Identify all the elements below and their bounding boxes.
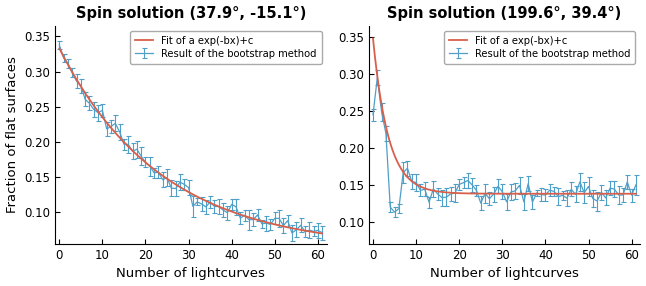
X-axis label: Number of lightcurves: Number of lightcurves (116, 267, 265, 281)
Y-axis label: Fraction of flat surfaces: Fraction of flat surfaces (6, 57, 19, 213)
Legend: Fit of a exp(-bx)+c, Result of the bootstrap method: Fit of a exp(-bx)+c, Result of the boots… (444, 31, 635, 64)
Fit of a exp(-bx)+c (141, 160, 149, 164)
Fit of a exp(-bx)+c (560, 192, 568, 195)
Fit of a exp(-bx)+c (247, 216, 255, 220)
Legend: Fit of a exp(-bx)+c, Result of the bootstrap method: Fit of a exp(-bx)+c, Result of the boots… (130, 31, 322, 64)
Fit of a exp(-bx)+c (369, 37, 377, 40)
X-axis label: Number of lightcurves: Number of lightcurves (430, 267, 579, 281)
Fit of a exp(-bx)+c (160, 174, 167, 178)
Fit of a exp(-bx)+c (245, 216, 253, 219)
Fit of a exp(-bx)+c (87, 100, 95, 103)
Line: Fit of a exp(-bx)+c: Fit of a exp(-bx)+c (59, 48, 322, 233)
Line: Fit of a exp(-bx)+c: Fit of a exp(-bx)+c (373, 38, 636, 194)
Fit of a exp(-bx)+c (474, 192, 481, 195)
Fit of a exp(-bx)+c (401, 172, 408, 176)
Fit of a exp(-bx)+c (221, 207, 229, 211)
Fit of a exp(-bx)+c (559, 192, 567, 195)
Fit of a exp(-bx)+c (318, 232, 326, 235)
Title: Spin solution (37.9°, -15.1°): Spin solution (37.9°, -15.1°) (76, 5, 306, 21)
Fit of a exp(-bx)+c (455, 191, 463, 195)
Fit of a exp(-bx)+c (534, 192, 542, 195)
Fit of a exp(-bx)+c (56, 47, 63, 50)
Fit of a exp(-bx)+c (632, 192, 640, 195)
Title: Spin solution (199.6°, 39.4°): Spin solution (199.6°, 39.4°) (388, 5, 621, 21)
